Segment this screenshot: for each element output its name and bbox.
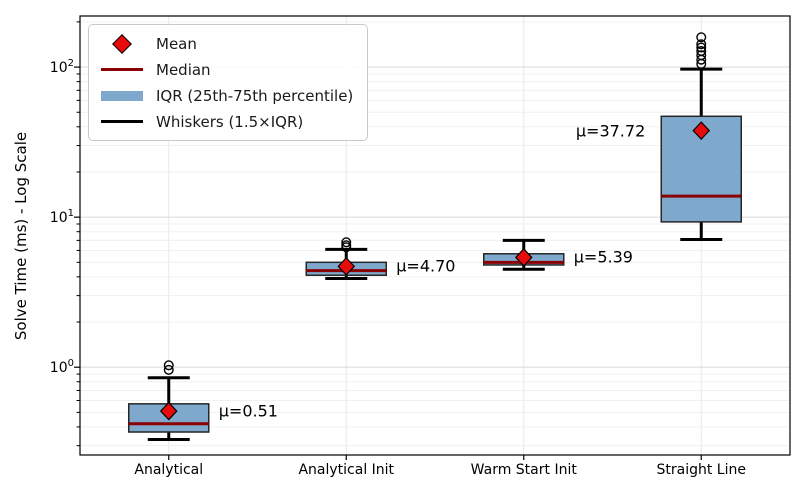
x-tick-label-straight-line: Straight Line (656, 462, 746, 478)
y-tick-label-100: 102 (24, 59, 74, 75)
median-line-icon (101, 68, 143, 71)
y-axis-label: Solve Time (ms) - Log Scale (12, 131, 30, 341)
legend-item-mean: Mean (101, 33, 353, 54)
legend-label-median: Median (156, 60, 211, 79)
mean-marker (514, 248, 533, 267)
y-tick-base: 10 (49, 59, 68, 76)
outlier-point (696, 50, 707, 61)
legend-item-median: Median (101, 59, 353, 80)
legend-label-iqr: IQR (25th-75th percentile) (156, 86, 354, 105)
outlier-point (696, 42, 707, 53)
y-tick-exponent: 1 (67, 208, 74, 220)
outlier-point (696, 45, 707, 56)
mean-diamond-icon (101, 33, 143, 54)
iqr-patch-icon (101, 90, 143, 101)
y-tick-exponent: 0 (67, 358, 74, 370)
legend-label-whiskers: Whiskers (1.5×IQR) (156, 112, 304, 131)
outlier-point (163, 364, 174, 375)
outlier-point (341, 240, 352, 251)
y-tick-base: 10 (49, 360, 68, 377)
whisker-line-icon (101, 120, 143, 123)
x-tick-label-analytical: Analytical (134, 462, 204, 478)
x-tick-label-warm-start-init: Warm Start Init (470, 462, 577, 478)
outlier-point (163, 360, 174, 371)
y-tick-label-1: 100 (24, 359, 74, 375)
mean-annotation: μ=0.51 (218, 401, 278, 421)
legend: Mean Median IQR (25th-75th percentile) W… (88, 24, 369, 141)
mean-marker (337, 256, 356, 276)
outlier-point (341, 237, 352, 248)
mean-marker (159, 401, 178, 421)
mean-annotation: μ=37.72 (575, 121, 646, 141)
mean-marker (692, 121, 711, 141)
mean-annotation: μ=5.39 (573, 247, 633, 267)
legend-item-whiskers: Whiskers (1.5×IQR) (101, 111, 353, 132)
y-tick-label-10: 101 (24, 209, 74, 225)
mean-annotation: μ=4.70 (396, 256, 456, 276)
legend-label-mean: Mean (156, 34, 197, 53)
y-tick-base: 10 (49, 209, 68, 226)
y-tick-exponent: 2 (67, 58, 74, 70)
outlier-point (696, 32, 707, 43)
plot-border (79, 15, 791, 456)
x-tick-label-analytical-init: Analytical Init (298, 462, 395, 478)
legend-item-iqr: IQR (25th-75th percentile) (101, 85, 353, 106)
outlier-point (696, 39, 707, 50)
